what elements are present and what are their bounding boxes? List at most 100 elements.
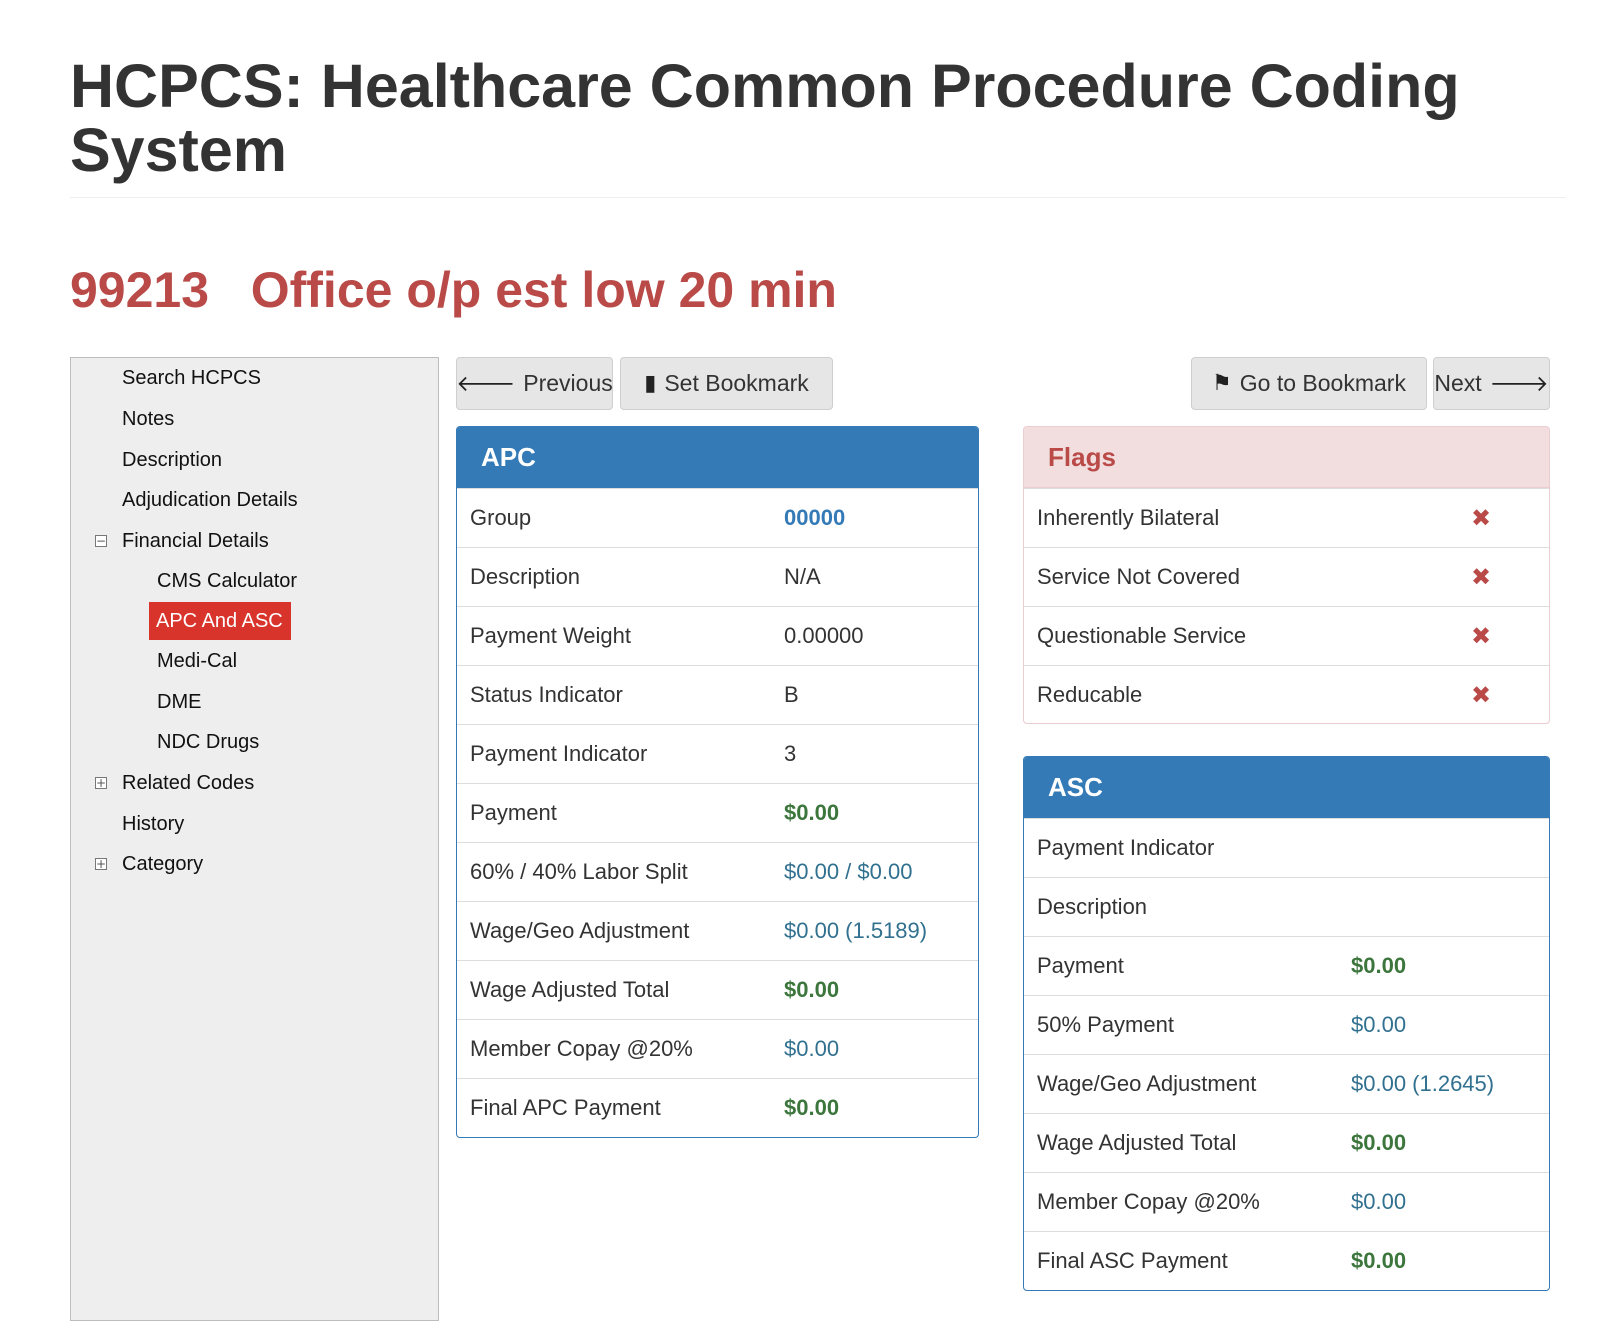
table-row: Payment $0.00	[1024, 936, 1549, 995]
sidebar-item-notes[interactable]: Notes	[122, 408, 175, 430]
row-label: Wage Adjusted Total	[1037, 1130, 1237, 1155]
table-row: Member Copay @20% $0.00	[1024, 1172, 1549, 1231]
sidebar-item-medi-cal[interactable]: Medi-Cal	[157, 650, 238, 672]
table-row: Reducable ✖	[1024, 665, 1549, 723]
row-value: $0.00	[1351, 1012, 1407, 1037]
row-label: Wage/Geo Adjustment	[1037, 1071, 1257, 1096]
row-label: Wage/Geo Adjustment	[470, 918, 690, 943]
row-label: Payment Indicator	[470, 741, 648, 766]
row-label: Wage Adjusted Total	[470, 977, 670, 1002]
sidebar-item-dme[interactable]: DME	[157, 691, 202, 713]
row-label: Description	[470, 564, 581, 589]
row-value: $0.00 (1.2645)	[1351, 1071, 1495, 1096]
x-icon: ✖	[1471, 504, 1492, 532]
row-value: N/A	[784, 564, 821, 589]
table-row: Wage/Geo Adjustment $0.00 (1.2645)	[1024, 1054, 1549, 1113]
table-row: Description	[1024, 877, 1549, 936]
set-bookmark-button[interactable]: ▮ Set Bookmark	[620, 357, 833, 410]
row-value: $0.00 (1.5189)	[784, 918, 928, 943]
expand-icon[interactable]: +	[95, 857, 107, 871]
row-value: $0.00	[1351, 1189, 1407, 1214]
arrow-right-icon: 🡒	[1489, 371, 1549, 397]
row-label: Service Not Covered	[1037, 564, 1240, 589]
row-label: Member Copay @20%	[470, 1036, 693, 1061]
sidebar-item-adjudication-details[interactable]: Adjudication Details	[122, 489, 298, 511]
row-label: Member Copay @20%	[1037, 1189, 1260, 1214]
flags-panel-title: Flags	[1024, 427, 1549, 488]
row-value: $0.00	[784, 977, 840, 1002]
x-icon: ✖	[1471, 681, 1492, 709]
table-row: Questionable Service ✖	[1024, 606, 1549, 665]
next-button-label: Next	[1434, 370, 1482, 396]
table-row: Payment Indicator	[1024, 818, 1549, 877]
apc-group-link[interactable]: 00000	[784, 505, 846, 530]
sidebar-item-cms-calculator[interactable]: CMS Calculator	[157, 570, 298, 592]
collapse-icon[interactable]: −	[95, 534, 107, 548]
row-value: 3	[784, 741, 797, 766]
sidebar-item-category[interactable]: Category	[122, 853, 204, 875]
sidebar-item-history[interactable]: History	[122, 813, 185, 835]
sidebar-item-apc-and-asc[interactable]: APC And ASC	[149, 602, 291, 640]
table-row: Group 00000	[457, 488, 978, 547]
asc-panel-title: ASC	[1024, 757, 1549, 818]
set-bookmark-label: Set Bookmark	[664, 370, 809, 396]
book-icon: ▮	[644, 371, 657, 396]
row-value: $0.00	[784, 1036, 840, 1061]
sidebar-item-ndc-drugs[interactable]: NDC Drugs	[157, 731, 260, 753]
row-label: Description	[1037, 894, 1148, 919]
table-row: Member Copay @20% $0.00	[457, 1019, 978, 1078]
row-label: Questionable Service	[1037, 623, 1247, 648]
row-label: Inherently Bilateral	[1037, 505, 1220, 530]
table-row: Final APC Payment $0.00	[457, 1078, 978, 1137]
sidebar-item-financial-details[interactable]: Financial Details	[122, 530, 269, 552]
go-to-bookmark-button[interactable]: ⚑ Go to Bookmark	[1191, 357, 1427, 410]
sidebar-item-search-hcpcs[interactable]: Search HCPCS	[122, 367, 261, 389]
row-value: $0.00 / $0.00	[784, 859, 913, 884]
row-value: $0.00	[1351, 953, 1407, 978]
page-title: HCPCS: Healthcare Common Procedure Codin…	[70, 52, 1460, 184]
row-label: Reducable	[1037, 682, 1143, 707]
previous-button[interactable]: 🡐 Previous	[456, 357, 613, 410]
table-row: 60% / 40% Labor Split $0.00 / $0.00	[457, 842, 978, 901]
flags-panel: Flags Inherently Bilateral ✖ Service Not…	[1023, 426, 1550, 724]
row-value: $0.00	[1351, 1130, 1407, 1155]
row-label: Group	[470, 505, 532, 530]
sidebar-nav: Search HCPCS Notes Description Adjudicat…	[70, 357, 439, 1321]
table-row: Wage Adjusted Total $0.00	[1024, 1113, 1549, 1172]
asc-panel: ASC Payment Indicator Description Paymen…	[1023, 756, 1550, 1291]
x-icon: ✖	[1471, 563, 1492, 591]
row-label: Payment Indicator	[1037, 835, 1215, 860]
bookmark-icon: ⚑	[1212, 371, 1232, 396]
row-label: Payment	[1037, 953, 1124, 978]
hcpcs-code: 99213	[70, 262, 210, 318]
table-row: Inherently Bilateral ✖	[1024, 488, 1549, 547]
row-label: 60% / 40% Labor Split	[470, 859, 688, 884]
table-row: Wage/Geo Adjustment $0.00 (1.5189)	[457, 901, 978, 960]
row-value: 0.00000	[784, 623, 864, 648]
hcpcs-code-description: Office o/p est low 20 min	[250, 262, 837, 318]
apc-panel-title: APC	[457, 427, 978, 488]
table-row: Payment Indicator 3	[457, 724, 978, 783]
table-row: Final ASC Payment $0.00	[1024, 1231, 1549, 1290]
expand-icon[interactable]: +	[95, 776, 107, 790]
table-row: Payment Weight 0.00000	[457, 606, 978, 665]
table-row: Status Indicator B	[457, 665, 978, 724]
code-heading: 99213 Office o/p est low 20 min	[70, 262, 837, 318]
row-value: $0.00	[1351, 1248, 1407, 1273]
next-button[interactable]: Next 🡒	[1433, 357, 1550, 410]
sidebar-item-related-codes[interactable]: Related Codes	[122, 772, 255, 794]
title-divider	[70, 197, 1566, 198]
row-value: B	[784, 682, 799, 707]
row-label: Payment	[470, 800, 557, 825]
table-row: Description N/A	[457, 547, 978, 606]
sidebar-item-description[interactable]: Description	[122, 449, 223, 471]
previous-button-label: Previous	[523, 370, 613, 396]
apc-panel: APC Group 00000 Description N/A Payment …	[456, 426, 979, 1138]
table-row: Wage Adjusted Total $0.00	[457, 960, 978, 1019]
row-value: $0.00	[784, 800, 840, 825]
table-row: 50% Payment $0.00	[1024, 995, 1549, 1054]
row-label: Payment Weight	[470, 623, 632, 648]
row-label: Final ASC Payment	[1037, 1248, 1228, 1273]
x-icon: ✖	[1471, 622, 1492, 650]
row-value: $0.00	[784, 1095, 840, 1120]
